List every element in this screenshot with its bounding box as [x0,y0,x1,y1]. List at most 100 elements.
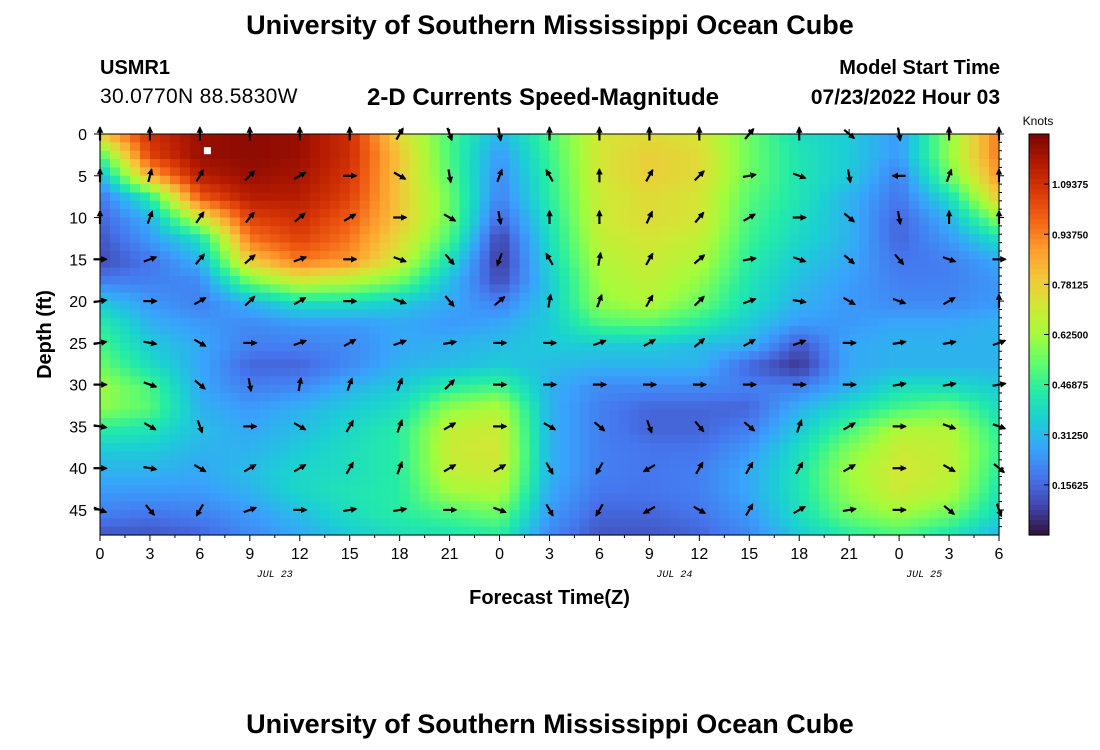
heatmap-cell [179,476,191,486]
colorbar-swatch [1029,384,1049,391]
heatmap-cell [879,468,890,478]
heatmap-cell [809,217,820,227]
heatmap-cell [369,401,381,411]
heatmap-cell [100,267,111,277]
heatmap-cell [819,184,830,194]
heatmap-cell [129,142,141,152]
heatmap-cell [459,384,471,394]
heatmap-cell [179,267,191,277]
heatmap-cell [279,209,291,219]
heatmap-cell [379,284,391,294]
current-vector-arrow [396,377,404,392]
heatmap-cell [919,484,930,494]
heatmap-cell [769,184,780,194]
heatmap-cell [659,234,670,244]
heatmap-cell [309,376,321,386]
heatmap-cell [909,367,920,377]
heatmap-cell [579,309,591,319]
current-vector-arrow [446,169,454,184]
heatmap-cell [559,134,571,143]
heatmap-cell [149,418,161,427]
heatmap-cell [179,367,191,377]
heatmap-cell [559,409,571,419]
heatmap-cell [899,476,910,486]
heatmap-cell [789,468,800,478]
heatmap-cell [639,175,650,185]
heatmap-cell [809,317,820,327]
model-start-value: 07/23/2022 Hour 03 [810,86,1000,109]
heatmap-cell [689,326,700,336]
heatmap-cell [569,242,581,252]
heatmap-cell [299,409,311,419]
heatmap-cell [199,401,211,411]
heatmap-cell [109,351,121,361]
heatmap-cell [979,518,990,528]
heatmap-cell [449,150,461,160]
heatmap-cell [259,200,271,210]
heatmap-cell [809,392,820,402]
heatmap-cell [559,451,571,461]
heatmap-cell [899,276,910,285]
heatmap-cell [139,526,151,536]
heatmap-cell [859,359,870,369]
heatmap-cell [539,317,551,327]
heatmap-cell [159,259,171,269]
heatmap-cell [449,225,461,235]
heatmap-cell [809,476,820,486]
heatmap-cell [929,267,940,277]
heatmap-cell [289,284,301,294]
colorbar-swatch [1029,399,1049,406]
heatmap-cell [249,175,261,185]
heatmap-cell [129,167,141,177]
heatmap-cell [839,426,850,436]
heatmap-cell [399,200,411,210]
heatmap-cell [289,459,301,469]
heatmap-cell [549,326,561,336]
heatmap-cell [199,493,211,503]
heatmap-cell [339,234,351,244]
heatmap-cell [839,443,850,453]
heatmap-cell [989,434,1000,444]
heatmap-cell [949,175,960,185]
heatmap-cell [549,509,561,519]
heatmap-cell [769,317,780,327]
heatmap-cell [109,175,121,185]
heatmap-cell [229,259,241,269]
heatmap-cell [529,392,541,402]
heatmap-cell [579,501,591,511]
heatmap-cell [609,468,621,478]
heatmap-cell [669,376,680,386]
heatmap-cell [659,426,670,436]
heatmap-cell [179,342,191,352]
heatmap-cell [709,192,720,202]
heatmap-cell [859,150,870,160]
heatmap-cell [169,284,181,294]
heatmap-cell [329,209,341,219]
heatmap-cell [389,234,401,244]
heatmap-cell [449,167,461,177]
heatmap-cell [139,426,151,436]
heatmap-cell [129,342,141,352]
heatmap-cell [669,150,680,160]
heatmap-cell [289,234,301,244]
heatmap-cell [239,359,251,369]
heatmap-cell [609,334,621,344]
heatmap-cell [499,142,511,152]
heatmap-cell [199,142,211,152]
heatmap-cell [819,292,830,302]
heatmap-cell [229,184,241,194]
heatmap-cell [459,159,471,169]
heatmap-cell [379,359,391,369]
heatmap-cell [969,468,980,478]
heatmap-cell [469,175,481,185]
heatmap-cell [589,376,601,386]
heatmap-cell [100,259,111,269]
heatmap-cell [739,250,750,260]
heatmap-cell [789,526,800,536]
heatmap-cell [459,493,471,503]
heatmap-cell [479,292,491,302]
heatmap-cell [589,259,601,269]
heatmap-cell [509,184,521,194]
current-vector-arrow [143,381,158,389]
heatmap-cell [479,301,491,311]
